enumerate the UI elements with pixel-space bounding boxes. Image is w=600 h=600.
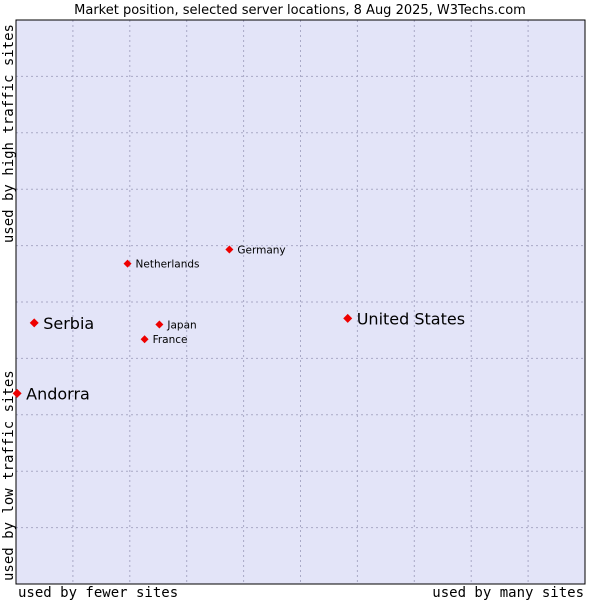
- marker-japan: [155, 320, 164, 329]
- marker-germany: [225, 245, 234, 254]
- point-serbia: Serbia: [29, 314, 94, 333]
- label-netherlands: Netherlands: [136, 259, 200, 271]
- marker-serbia: [29, 318, 39, 328]
- marker-united-states: [343, 313, 353, 323]
- x-axis-label-left: used by fewer sites: [18, 585, 178, 600]
- marker-netherlands: [123, 259, 132, 268]
- data-points: United States Germany Netherlands Serbia Jap…: [12, 245, 465, 403]
- point-netherlands: Netherlands: [123, 259, 200, 271]
- x-axis-label-right: used by many sites: [432, 585, 584, 600]
- label-united-states: United States: [357, 309, 465, 328]
- grid-lines: [16, 20, 585, 584]
- label-serbia: Serbia: [43, 314, 94, 333]
- label-france: France: [153, 334, 188, 346]
- point-united-states: United States: [343, 309, 465, 328]
- label-germany: Germany: [237, 245, 285, 257]
- plot-border: [15, 19, 586, 585]
- marker-france: [140, 335, 149, 344]
- point-andorra: Andorra: [12, 384, 90, 403]
- label-japan: Japan: [166, 320, 196, 332]
- point-japan: Japan: [155, 320, 197, 332]
- y-axis-label-bottom: used by low traffic sites: [1, 370, 17, 581]
- y-axis-label-top: used by high traffic sites: [1, 24, 17, 243]
- chart-title: Market position, selected server locatio…: [74, 3, 526, 18]
- point-germany: Germany: [225, 245, 286, 257]
- marker-andorra: [12, 388, 22, 398]
- point-france: France: [140, 334, 188, 346]
- label-andorra: Andorra: [26, 384, 90, 403]
